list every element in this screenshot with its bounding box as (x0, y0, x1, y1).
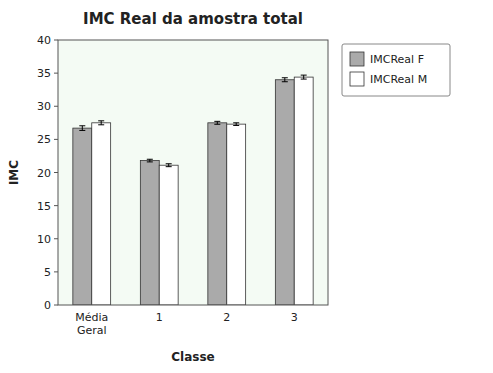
y-tick (54, 106, 58, 107)
bar (140, 161, 159, 305)
plot-background (58, 40, 328, 305)
y-tick (54, 238, 58, 239)
y-tick (54, 205, 58, 206)
y-tick (54, 139, 58, 140)
error-bar (166, 164, 172, 167)
error-bar (79, 126, 85, 131)
y-tick (54, 40, 58, 41)
chart: 0 5 10 15 20 25 30 35 40 MédiaGeral 1 2 3 IMC Real da… (0, 0, 493, 373)
legend-swatch (350, 52, 364, 66)
x-tick-label: MédiaGeral (75, 311, 108, 337)
plot-frame (58, 40, 328, 305)
y-tick-label: 35 (37, 67, 51, 80)
legend-label: IMCReal M (370, 73, 427, 86)
error-bar (98, 121, 104, 125)
x-axis-label: Classe (171, 350, 214, 364)
y-tick (54, 271, 58, 272)
bar (227, 124, 246, 305)
error-bar (282, 78, 288, 82)
y-tick-label: 20 (37, 167, 51, 180)
y-tick (54, 73, 58, 74)
error-bar (214, 121, 220, 124)
x-tick-label: 1 (156, 311, 163, 324)
y-tick-label: 5 (44, 266, 51, 279)
y-tick (54, 305, 58, 306)
y-tick-label: 40 (37, 34, 51, 47)
bar (159, 165, 178, 305)
legend-box (342, 44, 450, 96)
bar (92, 123, 111, 305)
y-tick-label: 15 (37, 200, 51, 213)
y-tick-label: 25 (37, 133, 51, 146)
y-tick (54, 172, 58, 173)
legend-label: IMCReal F (370, 53, 424, 66)
bar (275, 80, 294, 305)
error-bar (301, 75, 307, 79)
y-axis-label: IMC (7, 160, 21, 185)
bar (73, 128, 92, 305)
y-tick-label: 30 (37, 100, 51, 113)
y-tick-label: 0 (44, 299, 51, 312)
title: IMC Real da amostra total (83, 10, 303, 28)
legend: IMCReal F IMCReal M (342, 44, 450, 96)
bars (73, 75, 313, 305)
y-tick-label: 10 (37, 233, 51, 246)
legend-swatch (350, 72, 364, 86)
bar (294, 77, 313, 305)
error-bar (147, 159, 153, 162)
x-tick-label: 2 (223, 311, 230, 324)
bar (208, 123, 227, 305)
x-tick-label: 3 (291, 311, 298, 324)
error-bar (233, 123, 239, 126)
